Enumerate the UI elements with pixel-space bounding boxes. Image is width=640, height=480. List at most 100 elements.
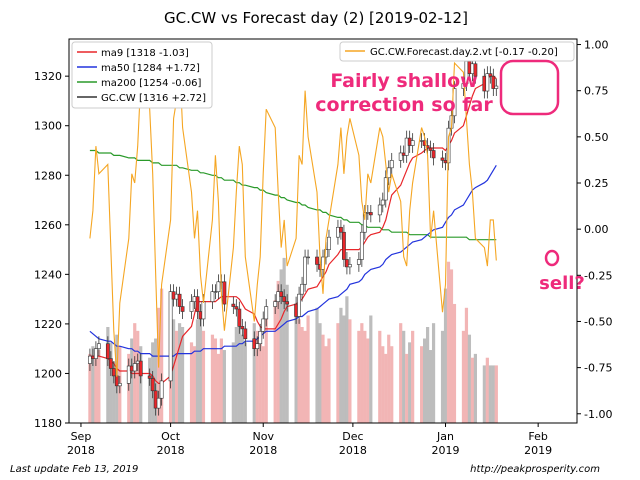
annotation-correction: Fairly shallow correction so far [315, 70, 493, 116]
candle-body [282, 296, 287, 302]
candle [410, 133, 415, 153]
candle-body [398, 152, 403, 161]
volume-bar [402, 330, 406, 423]
volume-bar [345, 296, 349, 423]
y-right-tick-label: -0.25 [584, 269, 612, 282]
volume-bar [423, 338, 427, 423]
candle [147, 368, 152, 386]
candle-body [189, 301, 194, 312]
candle [389, 152, 394, 176]
volume-bar [192, 346, 197, 423]
candle-body [345, 259, 349, 268]
candle [243, 321, 248, 347]
volume-bar [240, 334, 244, 423]
candle [297, 286, 301, 324]
volume-bar [342, 315, 346, 423]
volume-bar [464, 307, 469, 423]
candle-body [177, 293, 182, 307]
volume-bar [336, 323, 340, 423]
candle-body [255, 343, 260, 349]
candle [285, 294, 290, 312]
candle-body [213, 291, 218, 293]
volume-bar [467, 334, 472, 423]
volume-bar [491, 365, 495, 423]
candle [255, 336, 260, 357]
volume-bar [198, 311, 203, 423]
legend-label: GC.CW.Forecast.day.2.vt [-0.17 -0.20] [370, 47, 558, 58]
candle [488, 66, 493, 84]
volume-bar [446, 261, 451, 423]
candle [105, 336, 110, 367]
candle [222, 274, 227, 312]
volume-bar [139, 346, 143, 423]
candle [359, 224, 364, 267]
volume-bar [315, 307, 319, 423]
candle-body [368, 212, 373, 216]
volume-bar [470, 357, 475, 423]
candle [159, 373, 164, 406]
volume-bar [408, 342, 412, 423]
candle [237, 301, 242, 334]
candle-body [285, 301, 290, 305]
candle-body [156, 397, 161, 409]
volume-bar [97, 350, 101, 423]
volume-bar [405, 353, 409, 423]
candle [216, 274, 221, 300]
volume-bar [428, 350, 433, 423]
y-left-tick-label: 1320 [34, 70, 62, 83]
candle [150, 370, 155, 399]
footer-source-url: http://peakprosperity.com [470, 464, 600, 475]
candle [234, 299, 239, 317]
y-right-tick-label: 0.00 [584, 223, 609, 236]
candle-body [111, 368, 116, 377]
candle [156, 390, 161, 416]
candle [380, 192, 385, 213]
volume-bar [303, 330, 307, 423]
forecast-series-line [89, 61, 497, 377]
candle-body [440, 157, 445, 161]
volume-bars [88, 257, 498, 423]
candle-body [422, 140, 427, 146]
candle [491, 68, 496, 96]
candle [117, 375, 122, 394]
candle-body [303, 256, 307, 285]
volume-bar [387, 334, 391, 423]
volume-bar [136, 330, 140, 423]
candle [339, 219, 343, 240]
candle [108, 351, 113, 376]
candle-body [132, 363, 137, 372]
candle [273, 294, 278, 314]
candle-body [195, 296, 200, 312]
volume-bar [399, 323, 403, 423]
y-left-tick-label: 1260 [34, 219, 62, 232]
candle-body [324, 249, 328, 258]
volume-bar [390, 346, 394, 423]
candle-body [347, 264, 352, 268]
y-right-tick-label: -0.75 [584, 362, 612, 375]
volume-bar [425, 327, 430, 423]
volume-bar [264, 311, 268, 423]
volume-bar [348, 319, 352, 423]
candle-body [431, 150, 436, 159]
candle-body [297, 293, 301, 317]
volume-bar [258, 338, 262, 423]
volume-bar [306, 315, 310, 423]
ma50-line [89, 164, 497, 357]
candle-body [222, 281, 227, 305]
candle-body [342, 231, 346, 260]
x-tick-label: Sep 2018 [67, 430, 95, 457]
y-axis-right: -1.00 -0.75 -0.50 -0.25 0.00 0.25 0.50 0.75 1.00 [577, 39, 612, 421]
candle [356, 252, 361, 272]
candle [93, 341, 98, 367]
candle [210, 284, 215, 310]
volume-bar [318, 323, 322, 423]
volume-bar [91, 346, 95, 423]
volume-bar [294, 303, 298, 423]
candle [138, 353, 143, 384]
x-tick-label: Dec 2018 [339, 430, 367, 457]
candle-body [461, 83, 466, 89]
candle-body [96, 343, 101, 349]
volume-bar [461, 330, 466, 423]
candle [300, 276, 304, 302]
